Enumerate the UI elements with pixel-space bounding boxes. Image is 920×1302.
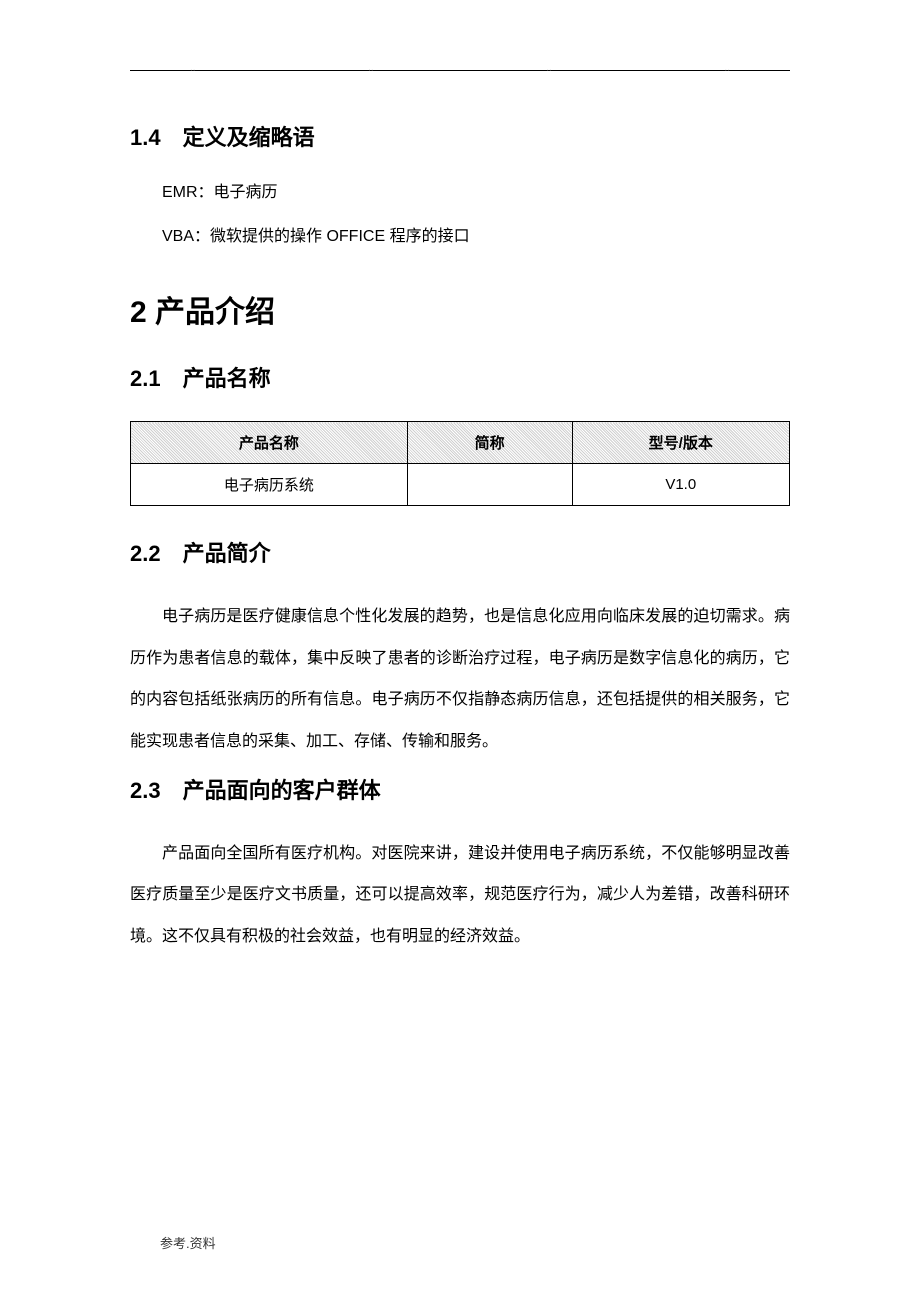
table-cell-short	[407, 464, 572, 506]
table-header-name: 产品名称	[131, 422, 408, 464]
header-dot: ..	[724, 63, 730, 74]
definition-vba: VBA：微软提供的操作 OFFICE 程序的接口	[162, 224, 790, 250]
table-header-row: 产品名称 简称 型号/版本	[131, 422, 790, 464]
footer-text: 参考.资料	[160, 1233, 216, 1252]
heading-1-4: 1.4 定义及缩略语	[130, 120, 790, 152]
heading-2-1: 2.1 产品名称	[130, 361, 790, 393]
table-row: 电子病历系统 V1.0	[131, 464, 790, 506]
paragraph-2-3: 产品面向全国所有医疗机构。对医院来讲，建设并使用电子病历系统，不仅能够明显改善医…	[130, 833, 790, 958]
header-rule: .. .. .. ..	[130, 70, 790, 80]
header-dot: ..	[368, 63, 374, 74]
header-dot: ..	[190, 63, 196, 74]
product-name-table: 产品名称 简称 型号/版本 电子病历系统 V1.0	[130, 421, 790, 506]
heading-2-2: 2.2 产品简介	[130, 536, 790, 568]
header-dots: .. .. .. ..	[130, 63, 790, 74]
table-cell-name: 电子病历系统	[131, 464, 408, 506]
paragraph-2-2: 电子病历是医疗健康信息个性化发展的趋势，也是信息化应用向临床发展的迫切需求。病历…	[130, 596, 790, 762]
table-header-short: 简称	[407, 422, 572, 464]
table-header-version: 型号/版本	[572, 422, 789, 464]
definition-emr: EMR：电子病历	[162, 180, 790, 206]
header-dot: ..	[546, 63, 552, 74]
table-cell-version: V1.0	[572, 464, 789, 506]
heading-2: 2 产品介绍	[130, 287, 790, 331]
heading-2-3: 2.3 产品面向的客户群体	[130, 773, 790, 805]
document-page: .. .. .. .. 1.4 定义及缩略语 EMR：电子病历 VBA：微软提供…	[0, 0, 920, 1005]
